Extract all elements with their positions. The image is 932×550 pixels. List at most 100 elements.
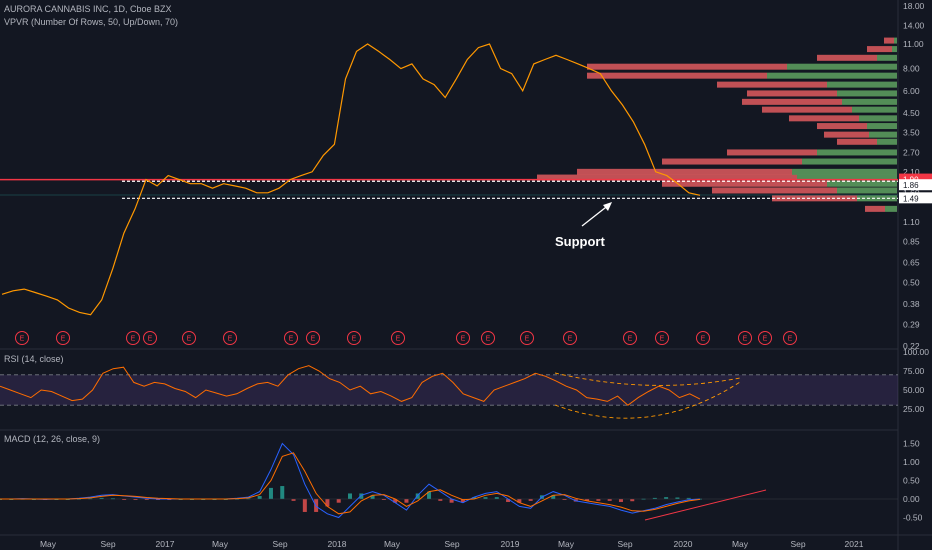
- volume-profile-up-bar: [842, 98, 897, 105]
- price-tick-label: 0.22: [903, 341, 920, 351]
- earnings-marker-label: E: [396, 336, 401, 343]
- macd-tick-label: 0.50: [903, 476, 920, 486]
- price-tick-label: 2.70: [903, 147, 920, 157]
- macd-histogram-bar: [618, 499, 623, 502]
- time-tick-label: Sep: [444, 539, 459, 549]
- volume-profile-down-bar: [717, 81, 827, 88]
- macd-histogram-bar: [156, 499, 161, 500]
- earnings-marker: [481, 331, 495, 345]
- earnings-marker: [623, 331, 637, 345]
- macd-histogram-bar: [268, 487, 273, 499]
- volume-profile-up-bar: [885, 205, 897, 212]
- macd-histogram-bar: [280, 486, 285, 499]
- earnings-marker-label: E: [486, 336, 491, 343]
- earnings-marker-label: E: [660, 336, 665, 343]
- rsi-legend[interactable]: RSI (14, close): [4, 354, 64, 364]
- volume-profile-down-bar: [789, 115, 859, 122]
- rsi-tick-label: 75.00: [903, 366, 925, 376]
- price-tag-label: 1.86: [903, 181, 919, 190]
- macd-tick-label: 0.00: [903, 494, 920, 504]
- volume-profile-down-bar: [884, 37, 894, 44]
- price-tick-label: 8.00: [903, 64, 920, 74]
- time-tick-label: May: [558, 539, 575, 549]
- volume-profile-down-bar: [587, 63, 787, 70]
- macd-histogram-bar: [257, 496, 262, 499]
- earnings-marker: [284, 331, 298, 345]
- symbol-title[interactable]: AURORA CANNABIS INC, 1D, Cboe BZX: [4, 4, 172, 14]
- macd-histogram-bar: [562, 499, 567, 500]
- volume-profile-down-bar: [587, 72, 767, 79]
- macd-tick-label: 1.00: [903, 457, 920, 467]
- earnings-marker: [758, 331, 772, 345]
- time-tick-label: 2017: [156, 539, 175, 549]
- volume-profile-up-bar: [827, 180, 897, 187]
- macd-histogram-bar: [494, 497, 499, 499]
- macd-histogram-bar: [460, 499, 465, 502]
- macd-histogram-bar: [65, 499, 70, 500]
- earnings-marker: [456, 331, 470, 345]
- volume-profile-down-bar: [817, 123, 867, 130]
- volume-profile-down-bar: [742, 98, 842, 105]
- macd-histogram-bar: [596, 499, 601, 501]
- volume-profile-up-bar: [787, 63, 897, 70]
- time-tick-label: May: [212, 539, 229, 549]
- macd-trendline: [644, 489, 767, 521]
- earnings-marker: [696, 331, 710, 345]
- volume-profile-up-bar: [802, 158, 897, 165]
- macd-histogram-bar: [551, 495, 556, 499]
- volume-profile-down-bar: [662, 180, 827, 187]
- volume-profile-up-bar: [792, 168, 897, 175]
- earnings-marker-label: E: [701, 336, 706, 343]
- time-tick-label: 2019: [501, 539, 520, 549]
- time-tick-label: Sep: [272, 539, 287, 549]
- volume-profile-up-bar: [877, 54, 897, 61]
- price-tag: [899, 192, 932, 204]
- price-tick-label: 0.65: [903, 257, 920, 267]
- earnings-marker-label: E: [311, 336, 316, 343]
- price-tag: [899, 179, 932, 191]
- time-tick-label: 2018: [328, 539, 347, 549]
- volume-profile-up-bar: [859, 115, 897, 122]
- volume-profile-up-bar: [877, 138, 897, 145]
- time-tick-label: Sep: [617, 539, 632, 549]
- support-arrow-head: [603, 202, 612, 211]
- price-tick-label: 3.50: [903, 127, 920, 137]
- macd-histogram-bar: [99, 497, 104, 499]
- earnings-marker: [15, 331, 29, 345]
- macd-histogram-bar: [652, 497, 657, 499]
- earnings-marker-label: E: [289, 336, 294, 343]
- macd-histogram-bar: [438, 499, 443, 501]
- support-annotation: Support: [555, 234, 605, 249]
- volume-profile-down-bar: [662, 158, 802, 165]
- macd-legend[interactable]: MACD (12, 26, close, 9): [4, 434, 101, 444]
- volume-profile-up-bar: [837, 90, 897, 97]
- time-tick-label: May: [732, 539, 749, 549]
- volume-profile-up-bar: [892, 46, 897, 53]
- price-tick-label: 6.00: [903, 86, 920, 96]
- volume-profile-down-bar: [824, 131, 869, 138]
- macd-histogram-bar: [528, 499, 533, 501]
- macd-histogram-bar: [630, 499, 635, 502]
- price-tick-label: 0.85: [903, 237, 920, 247]
- time-tick-label: 2020: [674, 539, 693, 549]
- rsi-series-line: [0, 365, 701, 406]
- earnings-marker: [520, 331, 534, 345]
- macd-histogram-bar: [133, 499, 138, 500]
- macd-histogram-bar: [325, 499, 330, 507]
- price-tick-label: 14.00: [903, 20, 925, 30]
- time-tick-label: Sep: [790, 539, 805, 549]
- macd-histogram-bar: [675, 497, 680, 499]
- macd-histogram-bar: [336, 499, 341, 503]
- volume-profile-down-bar: [727, 149, 817, 156]
- earnings-marker-label: E: [763, 336, 768, 343]
- macd-histogram-bar: [483, 497, 488, 499]
- volume-profile-down-bar: [577, 168, 792, 175]
- vpvr-legend[interactable]: VPVR (Number Of Rows, 50, Up/Down, 70): [4, 17, 179, 27]
- macd-histogram-bar: [517, 499, 522, 503]
- rsi-tick-label: 100.00: [903, 347, 929, 357]
- earnings-marker: [56, 331, 70, 345]
- earnings-marker-label: E: [228, 336, 233, 343]
- macd-histogram-bar: [359, 493, 364, 499]
